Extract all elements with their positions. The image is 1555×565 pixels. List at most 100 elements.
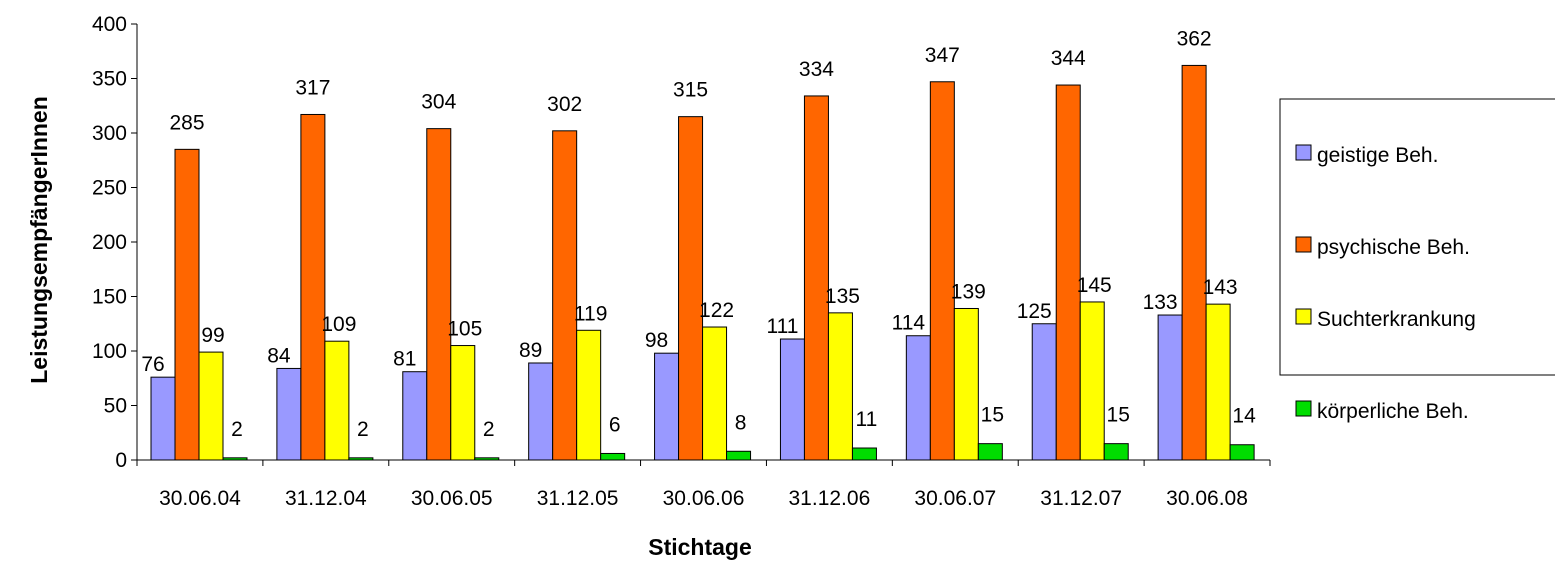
bar <box>276 367 302 461</box>
bar <box>174 148 200 461</box>
data-label: 122 <box>699 299 734 322</box>
legend-box <box>1279 98 1555 376</box>
data-label: 15 <box>1107 404 1130 427</box>
data-label: 98 <box>645 329 668 352</box>
y-tick-label: 100 <box>92 340 127 363</box>
data-label: 317 <box>295 76 330 99</box>
bar <box>1055 84 1081 461</box>
data-label: 139 <box>951 280 986 303</box>
y-tick-label: 250 <box>92 177 127 200</box>
data-label: 362 <box>1177 27 1212 50</box>
bar <box>1181 64 1207 461</box>
data-label: 84 <box>267 344 291 367</box>
bar <box>977 443 1003 461</box>
bar <box>1205 303 1231 461</box>
bar <box>198 351 224 461</box>
y-tick-label: 300 <box>92 122 127 145</box>
legend-label: psychische Beh. <box>1317 236 1470 259</box>
legend-swatch <box>1295 236 1312 253</box>
legend-label: geistige Beh. <box>1317 144 1438 167</box>
bar <box>953 307 979 461</box>
y-tick-label: 50 <box>104 395 127 418</box>
x-axis-ticks: 30.06.04 31.12.04 30.06.05 31.12.05 30.06.06… <box>136 460 1271 510</box>
data-label: 344 <box>1051 47 1086 70</box>
data-label: 145 <box>1077 274 1112 297</box>
bar <box>576 329 602 461</box>
y-tick-label: 0 <box>115 449 127 472</box>
x-axis-title: Stichtage <box>648 534 752 560</box>
data-label: 133 <box>1143 291 1178 314</box>
bar <box>222 457 248 461</box>
bar <box>528 362 554 461</box>
data-label: 6 <box>609 413 621 436</box>
data-label: 143 <box>1203 276 1238 299</box>
bar <box>552 130 578 461</box>
data-label: 89 <box>519 339 542 362</box>
bar <box>851 447 877 461</box>
legend-label: körperliche Beh. <box>1317 400 1469 423</box>
x-tick-label: 31.12.04 <box>285 487 367 510</box>
bar <box>1229 444 1255 461</box>
x-tick-label: 31.12.05 <box>537 487 619 510</box>
bar <box>678 116 704 461</box>
data-label: 15 <box>981 404 1004 427</box>
bar <box>702 326 728 461</box>
data-label: 119 <box>574 302 607 325</box>
bar <box>150 376 176 461</box>
bar <box>1157 314 1183 461</box>
data-label: 2 <box>357 418 369 441</box>
data-label: 302 <box>547 93 582 116</box>
bar <box>474 457 500 461</box>
bar <box>1031 323 1057 461</box>
data-label: 315 <box>673 79 708 102</box>
data-label: 2 <box>483 418 495 441</box>
x-tick-label: 30.06.07 <box>914 487 996 510</box>
legend-swatch <box>1295 144 1312 161</box>
data-label: 99 <box>201 324 224 347</box>
y-tick-label: 350 <box>92 68 127 91</box>
y-tick-label: 400 <box>92 13 127 36</box>
data-label: 114 <box>892 312 926 335</box>
bar <box>726 450 752 461</box>
data-label: 105 <box>447 318 482 341</box>
x-tick-label: 31.12.06 <box>789 487 871 510</box>
chart-legend: geistige Beh. psychische Beh. Suchterkrank… <box>1279 98 1555 423</box>
data-label: 304 <box>421 91 456 114</box>
x-tick-label: 30.06.08 <box>1166 487 1248 510</box>
data-label: 76 <box>141 353 164 376</box>
bar <box>929 81 955 461</box>
legend-label: Suchterkrankung <box>1317 308 1476 331</box>
y-tick-label: 150 <box>92 286 127 309</box>
data-label: 347 <box>925 44 960 67</box>
bar <box>324 340 350 461</box>
data-label: 109 <box>321 313 356 336</box>
chart-bars <box>150 64 1255 461</box>
bar <box>779 338 805 461</box>
bar <box>905 335 931 461</box>
data-label: 111 <box>766 315 798 338</box>
data-label: 2 <box>231 418 243 441</box>
data-label: 125 <box>1017 300 1052 323</box>
bar <box>348 457 374 461</box>
x-tick-label: 30.06.06 <box>663 487 745 510</box>
data-label: 11 <box>856 408 878 431</box>
data-label: 81 <box>393 348 416 371</box>
chart-data-labels: 76 285 99 2 84 317 109 2 81 304 105 2 89 302 119 6 98 315… <box>141 27 1256 440</box>
x-tick-label: 30.06.05 <box>411 487 493 510</box>
data-label: 8 <box>735 411 747 434</box>
bar <box>402 371 428 461</box>
bar <box>600 452 626 461</box>
data-label: 14 <box>1232 405 1256 428</box>
bar <box>1079 301 1105 461</box>
bar <box>426 128 452 461</box>
y-axis-ticks: 0 50 100 150 200 250 300 350 400 <box>92 13 137 472</box>
bar <box>654 352 680 461</box>
bar <box>803 95 829 461</box>
bar <box>300 113 326 461</box>
bar <box>450 345 476 461</box>
legend-swatch <box>1295 308 1312 325</box>
y-axis-title: LeistungsempfängerInnen <box>26 96 52 384</box>
data-label: 334 <box>799 58 834 81</box>
data-label: 135 <box>825 285 860 308</box>
